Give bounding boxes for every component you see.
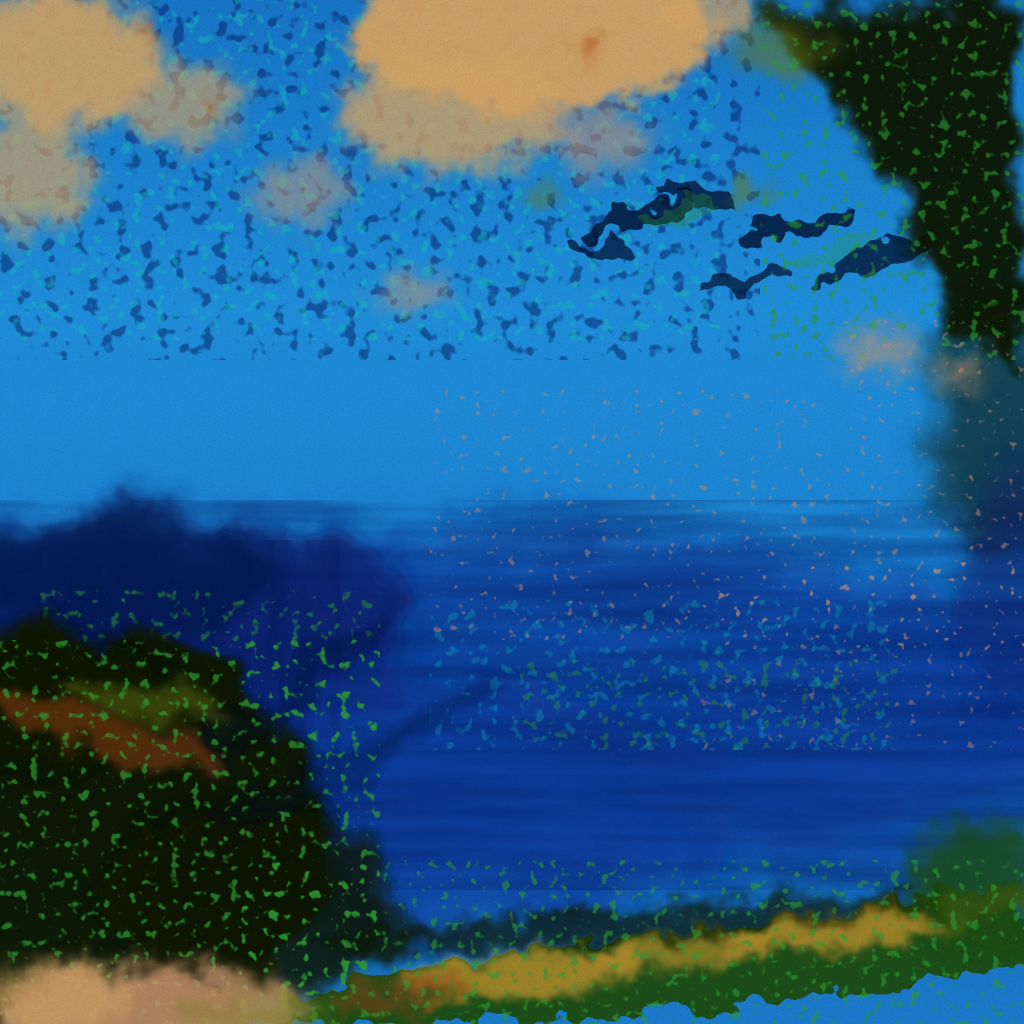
satellite-image: false-color satellite imagery	[0, 0, 1024, 1024]
grain-overlay	[0, 0, 1024, 1024]
satellite-canvas: false-color satellite imagery	[0, 0, 1024, 1024]
